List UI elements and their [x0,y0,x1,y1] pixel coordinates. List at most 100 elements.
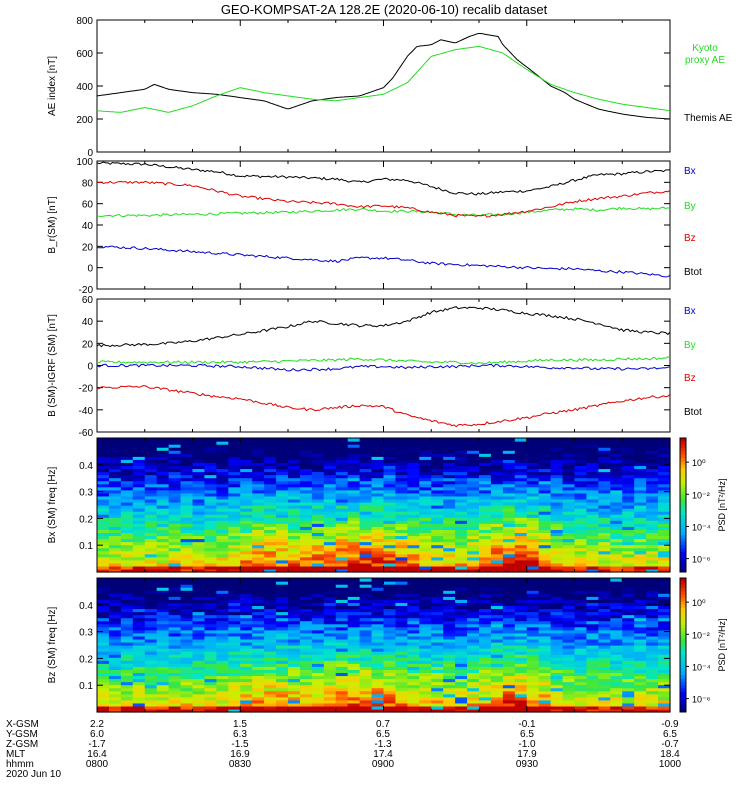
spectrogram-cell [658,441,671,445]
spectrogram-cell [228,468,241,473]
spectrogram-cell [359,544,373,549]
spectrogram-cell [132,489,146,494]
spectrogram-cell [490,645,504,649]
spectrogram-cell [120,660,134,664]
spectrogram-cell [288,590,301,594]
spectrogram-cell [132,663,146,667]
spectrogram-cell [646,590,659,594]
spectrogram-cell [538,596,552,600]
spectrogram-cell [419,450,432,454]
spectrogram-cell [407,587,420,591]
spectrogram-cell [455,453,468,457]
spectrogram-cell [240,514,253,518]
spectrogram-cell [550,617,564,622]
spectrogram-cell [622,696,635,701]
spectrogram-cell [108,456,122,460]
spectrogram-cell [646,702,659,707]
spectrogram-cell [383,690,397,695]
spectrogram-cell [216,702,229,707]
spectrogram-cell [658,605,671,610]
spectrogram-cell [240,441,253,445]
spectrogram-cell [586,453,599,457]
spectrogram-cell [97,456,110,460]
spectrogram-cell [550,611,564,616]
spectrogram-cell [443,505,456,509]
spectrogram-cell [538,681,552,686]
spectrogram-cell [538,635,552,640]
spectrogram-cell [156,465,170,470]
spectrogram-cell [311,441,325,445]
spectrogram-cell [526,632,540,637]
spectrogram-cell [586,450,599,454]
spectrogram-cell [634,702,647,707]
spectrogram-cell [240,590,253,594]
spectrogram-cell [323,535,337,540]
spectrogram-cell [658,511,671,515]
spectrogram-cell [490,505,504,509]
spectrogram-cell [407,550,420,555]
spectrogram-cell [467,450,480,454]
spectrogram-cell [395,453,408,457]
spectrogram-cell [216,590,229,594]
spectrogram-cell [311,678,325,683]
spectrogram-cell [156,657,170,661]
spectrogram-cell [252,660,265,664]
spectrogram-cell [490,584,504,588]
spectrogram-cell [514,578,528,582]
spectrogram-cell [646,648,659,652]
spectrogram-cell [562,696,576,701]
spectrogram-cell [634,444,647,448]
spectrogram-cell [622,620,635,625]
spectrogram-cell [646,450,659,454]
spectrogram-cell [622,581,635,585]
spectrogram-cell [371,681,385,686]
spectrogram-cell [538,471,552,476]
spectrogram-cell [419,462,432,467]
spectrogram-cell [490,480,504,485]
spectrogram-cell [288,672,301,677]
spectrogram-cell [467,462,480,467]
spectrogram-cell [419,581,432,585]
spectrogram-cell [371,596,385,600]
spectrogram-cell [550,535,564,540]
spectrogram-cell [240,529,253,534]
spectrogram-cell [526,672,540,677]
spectrogram-cell [407,480,420,485]
spectrogram-cell [622,666,635,670]
spectrogram-cell [108,520,122,524]
spectrogram-cell [646,708,659,713]
spectrogram-cell [479,611,492,616]
spectrogram-cell [156,660,170,664]
spectrogram-cell [383,535,397,540]
spectrogram-cell [359,526,373,530]
spectrogram-cell [634,617,647,622]
spectrogram-cell [132,535,146,540]
colorbar-label: PSD [nT²/Hz] [717,618,727,671]
spectrogram-cell [622,511,635,515]
spectrogram-cell [276,514,289,518]
spectrogram-cell [598,523,611,527]
spectrogram-cell [216,690,229,695]
ephemeris-row-label: hhmm [6,759,34,770]
spectrogram-cell [156,441,170,445]
spectrogram-cell [646,520,659,524]
spectrogram-cell [586,489,599,494]
spectrogram-cell [192,602,206,607]
colorbar-segment [680,621,686,626]
spectrogram-cell [264,590,277,594]
spectrogram-cell [431,611,444,616]
spectrogram-cell [586,684,599,689]
spectrogram-cell [192,599,206,603]
spectrogram-cell [526,550,540,555]
spectrogram-cell [538,617,552,622]
spectrogram-cell [252,441,265,445]
legend-label: By [684,340,696,351]
spectrogram-cell [240,611,253,616]
spectrogram-cell [359,535,373,540]
spectrogram-cell [479,705,492,710]
spectrogram-cell [108,672,122,677]
spectrogram-cell [288,681,301,686]
spectrogram-cell [383,666,397,670]
spectrogram-cell [228,508,241,512]
spectrogram-cell [144,602,158,607]
